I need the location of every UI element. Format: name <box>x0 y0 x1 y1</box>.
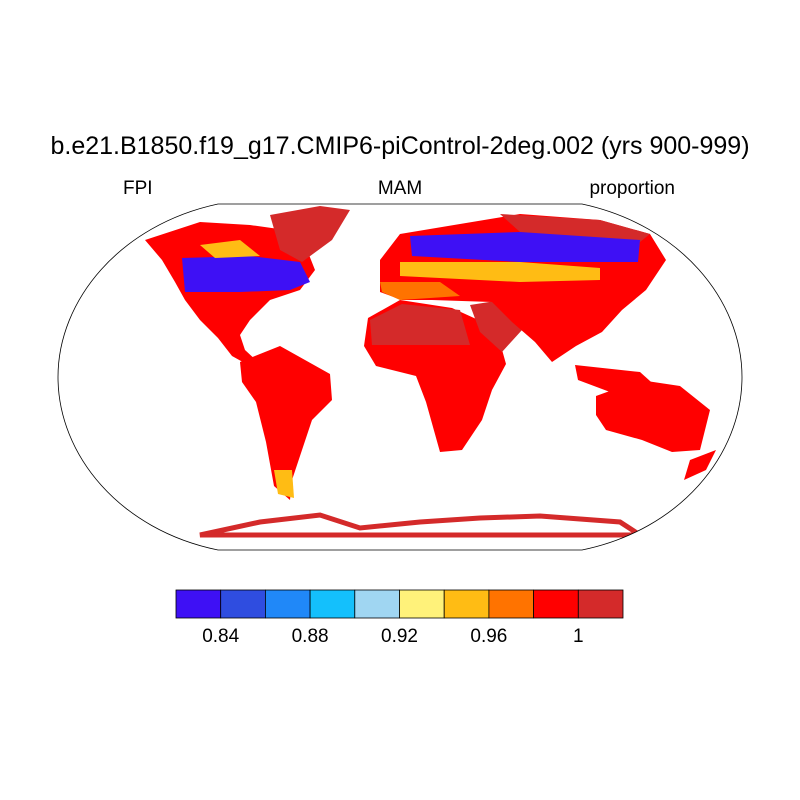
colorbar-label: 1 <box>573 626 584 647</box>
colorbar-label: 0.92 <box>381 626 418 647</box>
colorbar-label: 0.96 <box>470 626 508 647</box>
colorbar-box <box>220 589 266 619</box>
colorbar-box <box>264 589 311 619</box>
siberia-high <box>500 214 650 242</box>
canada-amber <box>200 240 260 258</box>
colorbar-box <box>175 589 222 619</box>
mediterranean-orange <box>380 282 460 300</box>
central-asia-amber <box>400 262 600 282</box>
center-string: MAM <box>377 178 423 199</box>
colorbar-label: 0.88 <box>291 626 329 647</box>
greenland-field <box>270 206 350 262</box>
map-field <box>145 206 716 538</box>
colorbar-box <box>533 589 579 619</box>
colorbar-box <box>399 589 445 619</box>
north-america-low-band <box>182 256 310 292</box>
south-america-field <box>240 346 332 500</box>
colorbar-box <box>443 589 490 619</box>
australia-field <box>596 380 710 452</box>
colorbar-box <box>309 589 356 619</box>
colorbar <box>175 589 624 619</box>
colorbar-box <box>577 589 624 619</box>
antarctica-field <box>199 512 649 538</box>
colorbar-label: 0.84 <box>202 626 240 647</box>
left-string: FPI <box>123 178 153 199</box>
patagonia-amber <box>274 470 294 498</box>
colorbar-box <box>488 589 534 619</box>
sahara-field <box>370 304 470 345</box>
colorbar-box <box>354 589 400 619</box>
plot-title: b.e21.B1850.f19_g17.CMIP6-piControl-2deg… <box>50 132 750 160</box>
right-string: proportion <box>589 178 675 199</box>
siberia-low-band <box>410 232 640 262</box>
new-zealand-field <box>684 450 716 480</box>
